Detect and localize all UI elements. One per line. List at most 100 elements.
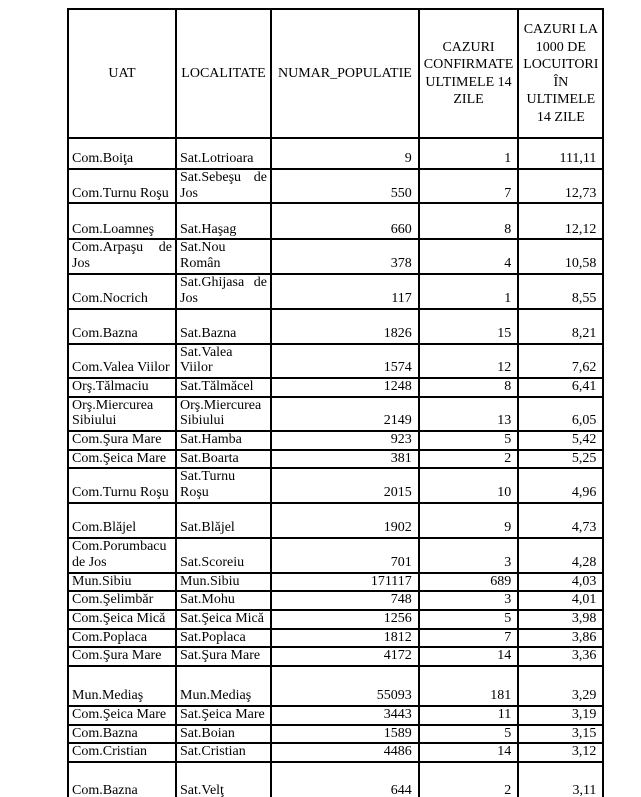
table-row: Com.Şelimbăr Sat.Mohu 748 3 4,01: [67, 590, 605, 612]
table-row: Com.Poplaca Sat.Poplaca 1812 7 3,86: [67, 627, 605, 649]
cell-rata: 6,05: [517, 395, 605, 433]
cell-uat: Com.Şeica Mare: [67, 705, 177, 726]
cell-populatie: 381: [270, 448, 420, 470]
cell-localitate: Sat.Hamba: [175, 430, 272, 451]
cell-rata: 12,12: [517, 202, 605, 241]
cell-populatie: 55093: [270, 665, 420, 708]
cell-cazuri: 13: [417, 395, 520, 433]
cell-uat: Com.Loamneş: [67, 202, 177, 241]
cell-rata: 4,03: [517, 571, 605, 593]
cell-localitate: Sat.Lotrioara: [175, 137, 272, 170]
cell-cazuri: 11: [417, 705, 520, 726]
cell-cazuri: 10: [417, 467, 520, 504]
table-row: Com.Şura Mare Sat.Şura Mare 4172 14 3,36: [67, 646, 605, 668]
cell-uat: Com.Nocrich: [67, 272, 177, 310]
cell-populatie: 1812: [270, 627, 420, 649]
cell-rata: 7,62: [517, 342, 605, 380]
cell-uat: Mun.Mediaş: [67, 665, 177, 708]
cell-cazuri: 7: [417, 627, 520, 649]
cell-populatie: 4172: [270, 646, 420, 668]
cell-uat: Com.Şura Mare: [67, 430, 177, 451]
table-row: Com.Bazna Sat.Velţ 644 2 3,11: [67, 761, 605, 797]
cell-populatie: 550: [270, 167, 420, 205]
table-row: Orş.Tălmaciu Sat.Tălmăcel 1248 8 6,41: [67, 377, 605, 398]
cell-populatie: 4486: [270, 742, 420, 764]
cell-rata: 6,41: [517, 377, 605, 398]
column-header-populatie: NUMAR_POPULATIE: [270, 8, 420, 139]
cell-populatie: 2015: [270, 467, 420, 504]
cell-uat: Orş.Miercurea Sibiului: [67, 395, 177, 433]
cell-cazuri: 8: [417, 377, 520, 398]
cell-uat: Com.Şura Mare: [67, 646, 177, 668]
cell-populatie: 378: [270, 238, 420, 275]
cell-cazuri: 2: [417, 448, 520, 470]
cell-populatie: 923: [270, 430, 420, 451]
cell-localitate: Sat.Nou Român: [175, 238, 272, 275]
cell-rata: 3,19: [517, 705, 605, 726]
cell-localitate: Sat.Bazna: [175, 307, 272, 345]
cell-cazuri: 9: [417, 501, 520, 539]
cell-uat: Com.Turnu Roşu: [67, 167, 177, 205]
cell-localitate: Sat.Şeica Mică: [175, 609, 272, 630]
table-row: Com.Blăjel Sat.Blăjel 1902 9 4,73: [67, 501, 605, 539]
cell-populatie: 1256: [270, 609, 420, 630]
cell-uat: Com.Bazna: [67, 761, 177, 797]
cell-cazuri: 7: [417, 167, 520, 205]
table-row: Com.Şura Mare Sat.Hamba 923 5 5,42: [67, 430, 605, 451]
cell-cazuri: 3: [417, 536, 520, 574]
cell-cazuri: 5: [417, 723, 520, 745]
cell-cazuri: 4: [417, 238, 520, 275]
cell-rata: 4,01: [517, 590, 605, 612]
table-body: Com.Boiţa Sat.Lotrioara 9 1 111,11 Com.Turnu …: [67, 137, 605, 797]
cell-rata: 5,42: [517, 430, 605, 451]
cell-localitate: Sat.Boian: [175, 723, 272, 745]
cell-populatie: 701: [270, 536, 420, 574]
cell-localitate: Sat.Scoreiu: [175, 536, 272, 574]
cell-populatie: 748: [270, 590, 420, 612]
cell-localitate: Sat.Turnu Roşu: [175, 467, 272, 504]
cell-populatie: 3443: [270, 705, 420, 726]
cell-rata: 8,55: [517, 272, 605, 310]
cell-rata: 3,12: [517, 742, 605, 764]
cell-uat: Com.Arpaşu de Jos: [67, 238, 177, 275]
cell-rata: 3,36: [517, 646, 605, 668]
cell-cazuri: 12: [417, 342, 520, 380]
table-row: Mun.Sibiu Mun.Sibiu 171117 689 4,03: [67, 571, 605, 593]
column-header-cazuri: CAZURI CONFIRMATE ULTIMELE 14 ZILE: [417, 8, 520, 139]
cell-uat: Mun.Sibiu: [67, 571, 177, 593]
cell-cazuri: 689: [417, 571, 520, 593]
table-row: Com.Boiţa Sat.Lotrioara 9 1 111,11: [67, 137, 605, 170]
cell-populatie: 117: [270, 272, 420, 310]
cell-rata: 10,58: [517, 238, 605, 275]
cell-rata: 3,11: [517, 761, 605, 797]
cell-uat: Com.Blăjel: [67, 501, 177, 539]
cell-rata: 3,29: [517, 665, 605, 708]
cell-rata: 8,21: [517, 307, 605, 345]
cell-rata: 5,25: [517, 448, 605, 470]
cell-rata: 111,11: [517, 137, 605, 170]
cell-rata: 3,98: [517, 609, 605, 630]
table-row: Com.Bazna Sat.Bazna 1826 15 8,21: [67, 307, 605, 345]
column-header-rata: CAZURI LA 1000 DE LOCUITORI ÎN ULTIMELE …: [517, 8, 605, 139]
cell-populatie: 9: [270, 137, 420, 170]
cell-localitate: Sat.Mohu: [175, 590, 272, 612]
cell-uat: Com.Şelimbăr: [67, 590, 177, 612]
cell-cazuri: 5: [417, 609, 520, 630]
cell-populatie: 644: [270, 761, 420, 797]
cell-localitate: Mun.Mediaş: [175, 665, 272, 708]
cell-localitate: Sat.Boarta: [175, 448, 272, 470]
cell-cazuri: 14: [417, 646, 520, 668]
cell-populatie: 660: [270, 202, 420, 241]
table-row: Com.Şeica Mică Sat.Şeica Mică 1256 5 3,98: [67, 609, 605, 630]
cell-cazuri: 3: [417, 590, 520, 612]
cell-cazuri: 181: [417, 665, 520, 708]
cell-uat: Com.Boiţa: [67, 137, 177, 170]
cell-uat: Com.Şeica Mică: [67, 609, 177, 630]
cell-cazuri: 14: [417, 742, 520, 764]
cell-rata: 3,86: [517, 627, 605, 649]
cell-localitate: Sat.Şura Mare: [175, 646, 272, 668]
cell-localitate: Sat.Haşag: [175, 202, 272, 241]
cases-table: UAT LOCALITATE NUMAR_POPULATIE CAZURI CO…: [67, 8, 605, 797]
table-header-row: UAT LOCALITATE NUMAR_POPULATIE CAZURI CO…: [67, 8, 605, 139]
cell-cazuri: 15: [417, 307, 520, 345]
